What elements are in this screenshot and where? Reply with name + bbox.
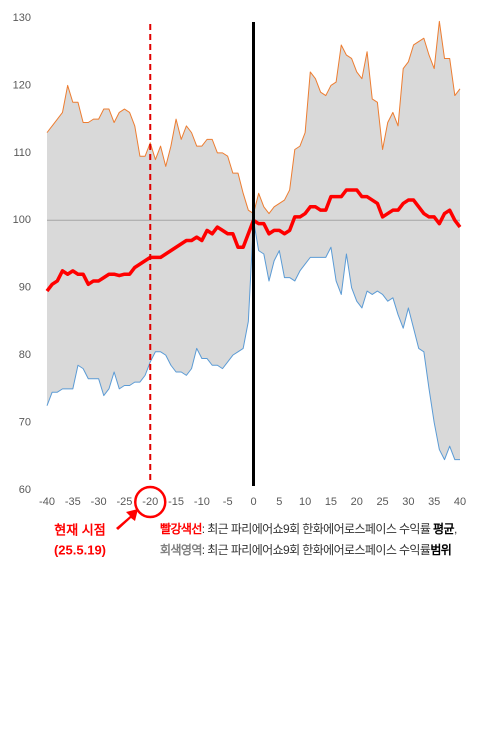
- x-tick-label: -15: [168, 496, 184, 508]
- legend-line: 빨강색선: 최근 파리에어쇼9회 한화에어로스페이스 수익률 평균,: [160, 521, 457, 536]
- x-tick-label: -25: [116, 496, 132, 508]
- y-tick-label: 70: [19, 416, 31, 428]
- x-tick-label: -30: [91, 496, 107, 508]
- x-tick-label: 20: [351, 496, 363, 508]
- legend-key: 빨강색선: [160, 521, 202, 536]
- current-label: 현재 시점: [54, 522, 105, 537]
- x-tick-label: 15: [325, 496, 337, 508]
- x-tick-label: -20: [142, 496, 158, 508]
- x-tick-label: -10: [194, 496, 210, 508]
- y-tick-label: 60: [19, 484, 31, 496]
- legend-line: 회색영역: 최근 파리에어쇼9회 한화에어로스페이스 수익률범위: [160, 542, 451, 557]
- y-tick-label: 80: [19, 349, 31, 361]
- x-tick-label: 10: [299, 496, 311, 508]
- x-tick-label: 25: [376, 496, 388, 508]
- y-tick-label: 130: [13, 12, 31, 24]
- legend-emph: 범위: [430, 542, 451, 557]
- x-tick-label: 30: [402, 496, 414, 508]
- x-tick-label: 5: [276, 496, 282, 508]
- range-area: [47, 21, 460, 460]
- y-tick-label: 90: [19, 282, 31, 294]
- legend-emph: 평균: [433, 522, 454, 536]
- arrow: [116, 509, 138, 530]
- legend-text: : 최근 파리에어쇼9회 한화에어로스페이스 수익률: [202, 543, 431, 557]
- y-tick-label: 100: [13, 214, 31, 226]
- legend-text: ,: [454, 522, 457, 536]
- x-tick-label: 0: [250, 496, 256, 508]
- x-tick-label: 35: [428, 496, 440, 508]
- x-tick-label: -35: [65, 496, 81, 508]
- x-tick-label: -40: [39, 496, 55, 508]
- x-tick-label: 40: [454, 496, 466, 508]
- current-circle: [134, 485, 167, 519]
- current-date: (25.5.19): [54, 542, 106, 557]
- y-tick-label: 110: [13, 147, 31, 159]
- legend-key: 회색영역: [160, 542, 202, 557]
- legend-text: : 최근 파리에어쇼9회 한화에어로스페이스 수익률: [202, 522, 433, 536]
- x-tick-label: -5: [223, 496, 233, 508]
- y-tick-label: 120: [13, 79, 31, 91]
